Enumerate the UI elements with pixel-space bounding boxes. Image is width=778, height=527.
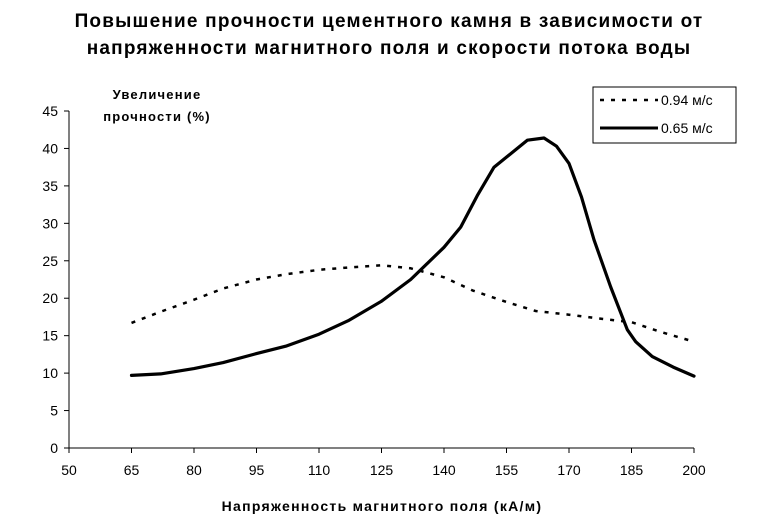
legend: 0.94 м/с 0.65 м/с xyxy=(592,86,737,144)
x-tick-label: 95 xyxy=(249,462,265,478)
x-axis-ticks: 50 65 80 95 110 125 140 155 170 185 200 xyxy=(61,448,706,478)
x-tick-label: 125 xyxy=(370,462,394,478)
axes xyxy=(68,111,694,449)
y-tick-label: 20 xyxy=(42,290,58,306)
series-lines xyxy=(129,136,696,378)
legend-label-0: 0.94 м/с xyxy=(661,92,713,108)
series-line-1 xyxy=(129,136,696,378)
x-tick-label: 170 xyxy=(557,462,581,478)
x-tick-label: 155 xyxy=(495,462,519,478)
y-tick-label: 30 xyxy=(42,215,58,231)
legend-box xyxy=(592,86,737,144)
y-axis-label-line-1: Увеличение xyxy=(113,87,202,102)
y-tick-label: 40 xyxy=(42,140,58,156)
x-axis-label: Напряженность магнитного поля (кА/м) xyxy=(222,498,543,514)
x-tick-label: 65 xyxy=(124,462,140,478)
chart-title-line-2: напряженности магнитного поля и скорости… xyxy=(86,38,692,59)
chart-title-line-1: Повышение прочности цементного камня в з… xyxy=(74,11,704,32)
x-tick-label: 200 xyxy=(682,462,706,478)
y-axis-label-line-2: прочности (%) xyxy=(103,109,211,124)
x-tick-label: 110 xyxy=(308,462,331,478)
legend-label-1: 0.65 м/с xyxy=(661,120,713,136)
y-tick-label: 35 xyxy=(42,178,58,194)
y-tick-label: 45 xyxy=(42,103,58,119)
y-tick-label: 0 xyxy=(50,440,58,456)
series-line-0 xyxy=(131,264,695,343)
y-tick-label: 10 xyxy=(42,365,58,381)
y-tick-label: 25 xyxy=(42,253,58,269)
x-tick-label: 80 xyxy=(186,462,202,478)
x-tick-label: 50 xyxy=(61,462,77,478)
y-tick-label: 15 xyxy=(42,328,58,344)
x-tick-label: 185 xyxy=(620,462,644,478)
x-tick-label: 140 xyxy=(432,462,456,478)
y-axis-ticks: 0 5 10 15 20 25 30 35 40 45 xyxy=(42,103,69,456)
y-tick-label: 5 xyxy=(50,403,58,419)
